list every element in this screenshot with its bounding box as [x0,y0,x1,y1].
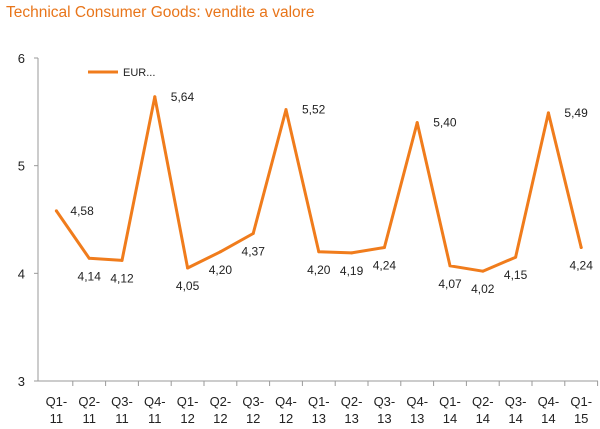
x-tick-label: 11 [82,411,96,426]
series-line-eur [54,95,583,273]
y-tick-label: 4 [18,266,25,281]
data-point [251,231,255,235]
data-point [218,250,222,254]
series-group [54,95,583,273]
data-label: 4,14 [78,269,102,283]
data-labels: 4,58 4,14 4,12 5,64 4,05 4,20 4,37 5,52 4,20 4,19… [70,90,593,296]
data-label: 5,40 [433,116,457,130]
data-point [284,108,288,112]
data-point [546,111,550,115]
data-point [186,266,190,270]
data-point [54,209,58,213]
data-label: 4,19 [340,264,364,278]
x-tick-label: Q2- [472,394,494,409]
y-tick-label: 3 [18,374,25,389]
x-tick-label: 13 [410,411,424,426]
x-tick-label: Q2- [210,394,232,409]
x-tick-label: 14 [541,411,555,426]
data-point [415,121,419,125]
x-tick-label: 14 [443,411,457,426]
data-label: 4,24 [570,258,594,272]
x-tick-label: Q3- [111,394,133,409]
x-tick-label: Q1- [570,394,592,409]
chart-title: Technical Consumer Goods: vendite a valo… [6,4,315,21]
x-tick-label: 11 [50,411,64,426]
data-label: 4,37 [242,244,266,258]
x-tick-label: Q3- [242,394,264,409]
y-tick-label: 5 [18,159,25,174]
data-point [153,95,157,99]
x-tick-label: Q2- [78,394,100,409]
y-axis-ticks: 3 4 5 6 [18,51,38,389]
data-point [579,245,583,249]
legend-label: EUR... [123,67,155,79]
data-point [350,251,354,255]
x-tick-label: 13 [377,411,391,426]
data-label: 4,58 [70,204,94,218]
x-tick-label: 12 [180,411,194,426]
x-tick-label: Q1- [439,394,461,409]
x-tick-label: 12 [213,411,227,426]
x-axis-ticks: Q1- 11 Q2- 11 Q3- 11 Q4- 11 Q1- 12 Q2- 12 Q3- 12 Q4- 12… [46,381,599,426]
x-tick-label: 13 [344,411,358,426]
x-tick-label: 14 [476,411,490,426]
x-tick-label: 15 [574,411,588,426]
x-tick-label: Q1- [46,394,68,409]
x-tick-label: 14 [508,411,522,426]
data-label: 4,15 [504,268,528,282]
data-label: 4,02 [471,282,495,296]
x-tick-label: Q1- [177,394,199,409]
legend: EUR... [88,67,155,79]
data-label: 4,20 [307,263,331,277]
data-point [87,256,91,260]
x-tick-label: Q3- [374,394,396,409]
axes [37,58,598,382]
data-label: 4,12 [110,271,134,285]
x-tick-label: Q4- [406,394,428,409]
data-point [120,258,124,262]
data-label: 4,24 [373,258,397,272]
data-label: 4,05 [176,279,200,293]
x-tick-label: Q3- [505,394,527,409]
x-tick-label: Q4- [144,394,166,409]
x-tick-label: 11 [115,411,129,426]
data-label: 5,49 [564,106,588,120]
data-label: 4,20 [209,263,233,277]
data-point [448,264,452,268]
data-point [514,255,518,259]
x-tick-label: 12 [279,411,293,426]
y-tick-label: 6 [18,51,25,66]
x-tick-label: 12 [246,411,260,426]
x-tick-label: Q4- [275,394,297,409]
data-label: 5,64 [171,90,195,104]
data-label: 5,52 [302,103,326,117]
x-tick-label: Q4- [538,394,560,409]
data-point [382,245,386,249]
data-label: 4,07 [438,277,462,291]
data-point [317,250,321,254]
x-tick-label: 11 [148,411,162,426]
x-tick-label: 13 [312,411,326,426]
x-tick-label: Q1- [308,394,330,409]
data-point [481,269,485,273]
x-tick-label: Q2- [341,394,363,409]
